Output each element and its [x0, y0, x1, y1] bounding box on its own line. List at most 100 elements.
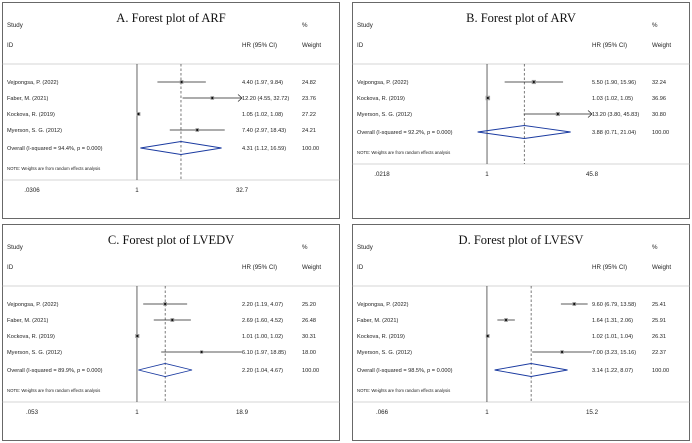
study-header: Study	[357, 244, 374, 251]
study-weight: 25.91	[652, 318, 666, 324]
forest-plot-arv: B. Forest plot of ARV Study ID HR (95% CI)%…	[352, 2, 690, 219]
study-ci-text: 1.05 (1.02, 1.08)	[242, 112, 283, 118]
study-point-estimate	[486, 96, 489, 100]
study-label: Faber, M. (2021)	[357, 318, 398, 324]
study-weight: 36.96	[652, 96, 666, 102]
study-header: Study	[7, 244, 24, 251]
x-tick-label: 15.2	[586, 409, 599, 416]
overall-ci-text: 3.14 (1.22, 8.07)	[592, 368, 633, 374]
forest-plot-lvesv: D. Forest plot of LVESV Study ID HR (95% CI…	[352, 224, 690, 441]
x-tick-label: 1	[485, 409, 489, 416]
study-point-estimate	[180, 80, 183, 84]
percent-header: %	[302, 22, 308, 29]
study-ci-text: 1.01 (1.00, 1.02)	[242, 334, 283, 340]
panel-frame	[352, 2, 690, 219]
weights-note: NOTE: Weights are from random effects an…	[7, 388, 100, 393]
overall-label: Overall (I-squared = 98.5%, p = 0.000)	[357, 368, 453, 374]
ci-arrow-right	[237, 94, 243, 102]
weights-note: NOTE: Weights are from random effects an…	[357, 150, 450, 155]
overall-diamond	[140, 141, 222, 155]
study-label: Kockova, R. (2019)	[357, 96, 405, 102]
study-label: Kockova, R. (2019)	[7, 334, 55, 340]
overall-ci-text: 4.31 (1.12, 16.59)	[242, 146, 286, 152]
study-label: Faber, M. (2021)	[7, 318, 48, 324]
overall-label: Overall (I-squared = 92.2%, p = 0.000)	[357, 130, 453, 136]
study-point-estimate	[211, 96, 214, 100]
weight-header: Weight	[302, 264, 321, 271]
study-label: Faber, M. (2021)	[7, 96, 48, 102]
overall-ci-text: 3.88 (0.71, 21.04)	[592, 130, 636, 136]
overall-ci-text: 2.20 (1.04, 4.67)	[242, 368, 283, 374]
study-point-estimate	[573, 302, 576, 306]
study-weight: 30.31	[302, 334, 316, 340]
id-header: ID	[7, 42, 14, 49]
study-label: Kockova, R. (2019)	[7, 112, 55, 118]
study-ci-text: 2.20 (1.19, 4.07)	[242, 302, 283, 308]
overall-diamond	[494, 363, 568, 377]
panel-frame	[2, 2, 340, 219]
percent-header: %	[302, 244, 308, 251]
study-label: Vejpongsa, P. (2022)	[7, 80, 59, 86]
study-point-estimate	[137, 112, 140, 116]
study-ci-text: 1.02 (1.01, 1.04)	[592, 334, 633, 340]
study-point-estimate	[486, 334, 489, 338]
overall-weight: 100.00	[652, 368, 669, 374]
overall-weight: 100.00	[302, 368, 319, 374]
id-header: ID	[357, 42, 364, 49]
weights-note: NOTE: Weights are from random effects an…	[7, 166, 100, 171]
id-header: ID	[7, 264, 14, 271]
study-weight: 22.37	[652, 350, 666, 356]
x-tick-label: .0306	[24, 187, 40, 194]
study-ci-text: 1.64 (1.31, 2.06)	[592, 318, 633, 324]
study-point-estimate	[136, 334, 139, 338]
ci-header: HR (95% CI)	[592, 42, 627, 49]
study-weight: 24.82	[302, 80, 316, 86]
study-label: Kockova, R. (2019)	[357, 334, 405, 340]
ci-arrow-right	[587, 110, 593, 118]
study-point-estimate	[532, 80, 535, 84]
study-label: Myerson, S. G. (2012)	[7, 128, 62, 134]
study-weight: 25.20	[302, 302, 316, 308]
x-tick-label: 32.7	[236, 187, 249, 194]
forest-plot-arf: A. Forest plot of ARF Study ID HR (95% CI)%…	[2, 2, 340, 219]
study-ci-text: 4.40 (1.97, 9.84)	[242, 80, 283, 86]
panel-frame	[352, 224, 690, 441]
study-point-estimate	[504, 318, 508, 322]
study-label: Vejpongsa, P. (2022)	[357, 80, 409, 86]
panel-frame	[2, 224, 340, 441]
percent-header: %	[652, 22, 658, 29]
weight-header: Weight	[302, 42, 321, 49]
forest-plot-lvedv: C. Forest plot of LVEDV Study ID HR (95% CI…	[2, 224, 340, 441]
study-ci-text: 1.03 (1.02, 1.05)	[592, 96, 633, 102]
study-ci-text: 9.60 (6.79, 13.58)	[592, 302, 636, 308]
overall-label: Overall (I-squared = 89.9%, p = 0.000)	[7, 368, 103, 374]
study-ci-text: 7.40 (2.97, 18.43)	[242, 128, 286, 134]
study-point-estimate	[164, 302, 167, 306]
weight-header: Weight	[652, 264, 671, 271]
x-tick-label: 1	[485, 171, 489, 178]
overall-diamond	[477, 125, 571, 139]
study-point-estimate	[560, 350, 564, 354]
study-weight: 27.22	[302, 112, 316, 118]
study-ci-text: 5.50 (1.90, 15.96)	[592, 80, 636, 86]
panel-title: C. Forest plot of LVEDV	[108, 233, 234, 247]
panel-title: A. Forest plot of ARF	[116, 11, 225, 25]
x-tick-label: .066	[376, 409, 389, 416]
overall-weight: 100.00	[652, 130, 669, 136]
percent-header: %	[652, 244, 658, 251]
study-point-estimate	[196, 128, 199, 132]
study-label: Myerson, S. G. (2012)	[357, 350, 412, 356]
study-ci-text: 12.20 (4.55, 32.72)	[242, 96, 289, 102]
study-weight: 25.41	[652, 302, 666, 308]
study-weight: 24.21	[302, 128, 316, 134]
x-tick-label: 45.8	[586, 171, 599, 178]
x-tick-label: 18.9	[236, 409, 249, 416]
study-weight: 26.31	[652, 334, 666, 340]
study-label: Vejpongsa, P. (2022)	[357, 302, 409, 308]
ci-header: HR (95% CI)	[242, 42, 277, 49]
study-weight: 32.24	[652, 80, 666, 86]
weight-header: Weight	[652, 42, 671, 49]
study-label: Vejpongsa, P. (2022)	[7, 302, 59, 308]
study-weight: 23.76	[302, 96, 316, 102]
ci-header: HR (95% CI)	[592, 264, 627, 271]
